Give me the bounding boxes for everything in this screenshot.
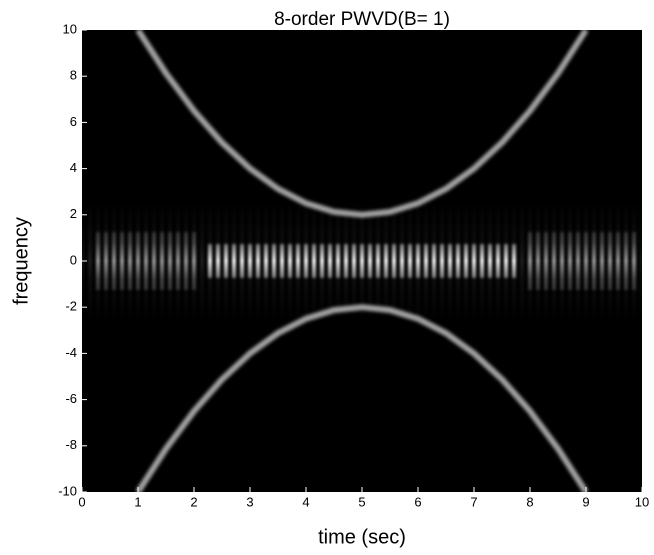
x-tick-label: 0 [78, 494, 85, 509]
x-tick-label: 10 [635, 494, 649, 509]
x-tick-label: 9 [582, 494, 589, 509]
curve [135, 304, 589, 492]
y-tick-label: -8 [65, 437, 77, 452]
y-tick-label: -4 [65, 345, 77, 360]
x-tick-label: 3 [246, 494, 253, 509]
chart-title: 8-order PWVD(B= 1) [274, 9, 450, 30]
y-tick-label: -6 [65, 391, 77, 406]
y-tick-label: 10 [63, 21, 77, 36]
interference-band [82, 200, 642, 322]
x-tick-label: 5 [358, 494, 365, 509]
y-tick-label: 4 [70, 160, 77, 175]
curve [135, 30, 589, 218]
x-tick-label: 8 [526, 494, 533, 509]
x-tick-label: 1 [134, 494, 141, 509]
y-tick-label: -10 [58, 483, 77, 498]
y-tick-label: 8 [70, 68, 77, 83]
y-tick-label: 6 [70, 114, 77, 129]
x-tick-label: 6 [414, 494, 421, 509]
x-tick-label: 7 [470, 494, 477, 509]
y-tick-label: -2 [65, 299, 77, 314]
x-axis-label: time (sec) [318, 526, 406, 548]
x-tick-label: 2 [190, 494, 197, 509]
curves [135, 30, 589, 492]
y-tick-label: 2 [70, 206, 77, 221]
y-tick-label: 0 [70, 252, 77, 267]
x-tick-label: 4 [302, 494, 309, 509]
y-axis-label: frequency [10, 217, 32, 305]
